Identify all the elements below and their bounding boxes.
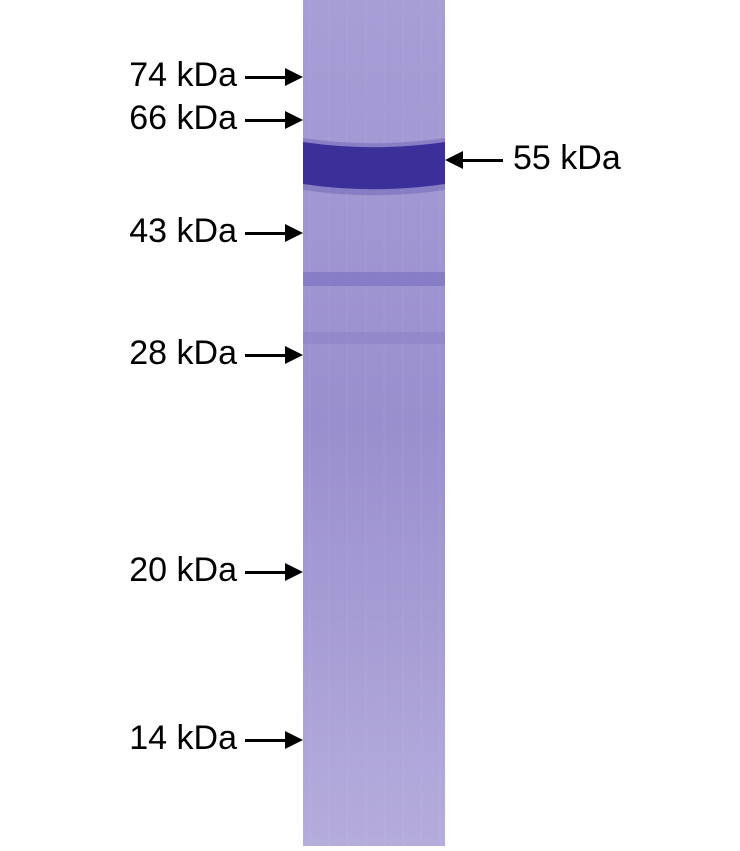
marker-label: 43 kDa (129, 212, 237, 251)
marker-label: 74 kDa (129, 56, 237, 95)
marker-label: 28 kDa (129, 334, 237, 373)
marker-label: 14 kDa (129, 719, 237, 758)
gel-lane (303, 0, 445, 846)
gel-figure: WWW.PTGLAB.COM 74 kDa66 kDa43 kDa28 kDa2… (0, 0, 740, 846)
marker-label: 55 kDa (513, 139, 621, 178)
marker-label: 20 kDa (129, 551, 237, 590)
marker-label: 66 kDa (129, 99, 237, 138)
lane-background (303, 0, 445, 846)
